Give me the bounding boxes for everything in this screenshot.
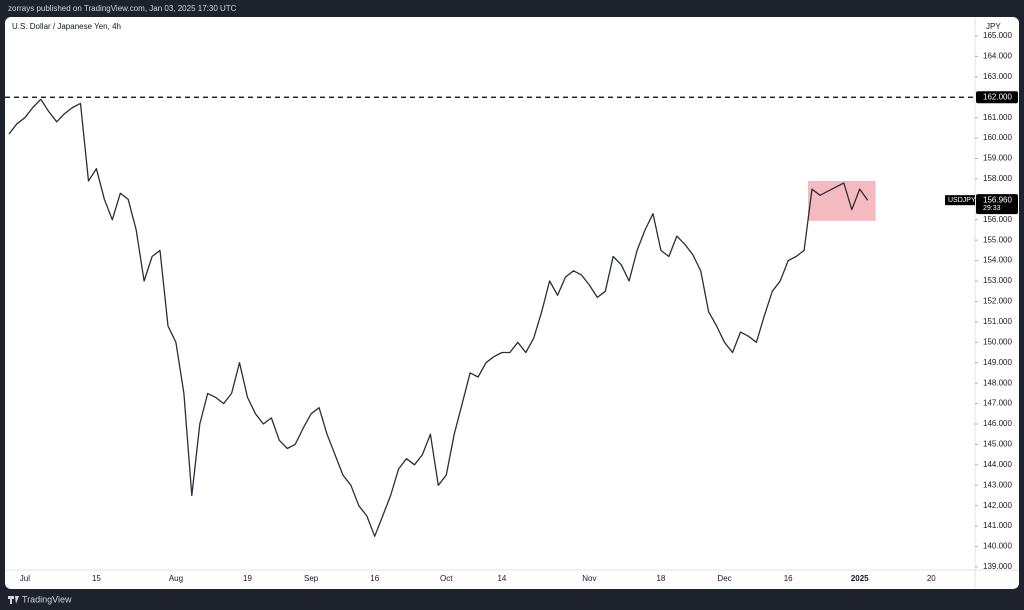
y-tick-label: 146.000: [983, 419, 1012, 428]
y-tick-label: 145.000: [983, 440, 1012, 449]
x-tick-label: Aug: [169, 574, 183, 583]
y-tick-label: 163.000: [983, 72, 1012, 81]
y-tick-label: 161.000: [983, 113, 1012, 122]
y-tick-label: 165.000: [983, 31, 1012, 40]
x-tick-label: Oct: [440, 574, 453, 583]
y-tick-label: 147.000: [983, 399, 1012, 408]
x-tick-label: 16: [370, 574, 379, 583]
y-tick-label: 149.000: [983, 358, 1012, 367]
x-tick-label: 19: [243, 574, 252, 583]
price-line: [8, 98, 869, 537]
last-price-bg: [976, 194, 1018, 215]
x-tick-label: Nov: [582, 574, 596, 583]
symbol-label-bg: [945, 195, 975, 206]
countdown-label: 29:33: [983, 205, 1001, 212]
y-tick-label: 158.000: [983, 174, 1012, 183]
y-tick-label: 150.000: [983, 337, 1012, 346]
last-price-label: 156.960: [983, 195, 1012, 204]
x-tick-label: Sep: [304, 574, 319, 583]
y-tick-label: 141.000: [983, 521, 1012, 530]
y-tick-label: 160.000: [983, 133, 1012, 142]
y-tick-label: 144.000: [983, 460, 1012, 469]
y-tick-label: 159.000: [983, 154, 1012, 163]
x-tick-label: 14: [497, 574, 506, 583]
footer-brand: TradingView: [22, 594, 72, 604]
y-tick-label: 153.000: [983, 276, 1012, 285]
y-tick-label: 164.000: [983, 52, 1012, 61]
horizontal-line-label: 162.000: [983, 92, 1012, 101]
y-tick-label: 151.000: [983, 317, 1012, 326]
y-tick-label: 139.000: [983, 562, 1012, 571]
x-tick-label: 16: [784, 574, 793, 583]
chart-title: U.S. Dollar / Japanese Yen, 4h: [12, 22, 121, 31]
footer-logo: [8, 596, 19, 604]
highlight-box: [808, 180, 876, 221]
x-tick-label: 20: [927, 574, 936, 583]
y-tick-label: 148.000: [983, 378, 1012, 387]
header-text: zorrays published on TradingView.com, Ja…: [8, 4, 237, 13]
axis-unit: JPY: [986, 22, 1001, 31]
y-tick-label: 156.000: [983, 215, 1012, 224]
y-tick-label: 155.000: [983, 235, 1012, 244]
x-tick-label: 18: [656, 574, 665, 583]
x-tick-label: Jul: [20, 574, 30, 583]
x-tick-label: 15: [92, 574, 101, 583]
x-tick-label: Dec: [717, 574, 731, 583]
symbol-label: USDJPY: [948, 197, 976, 204]
y-tick-label: 154.000: [983, 256, 1012, 265]
y-tick-label: 143.000: [983, 480, 1012, 489]
x-tick-label: 2025: [851, 574, 869, 583]
y-tick-label: 142.000: [983, 501, 1012, 510]
chart-panel: [5, 17, 1019, 589]
y-tick-label: 140.000: [983, 542, 1012, 551]
y-tick-label: 152.000: [983, 297, 1012, 306]
horizontal-line-label-bg: [976, 91, 1018, 104]
